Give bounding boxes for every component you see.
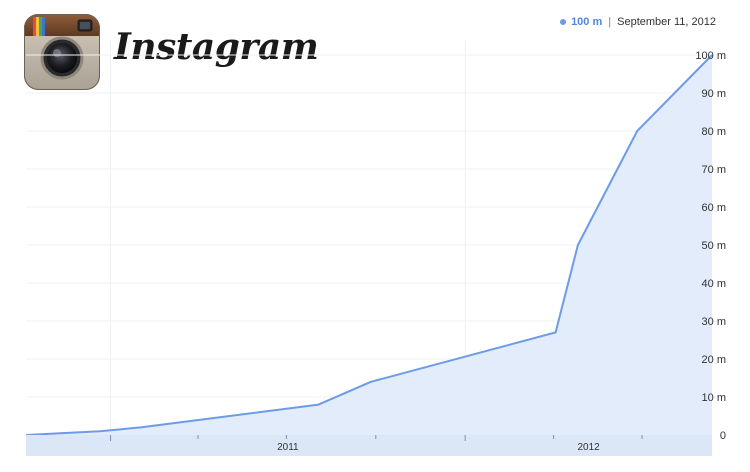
series-line	[25, 54, 713, 436]
y-axis-ticks: 0 10 m 20 m 30 m 40 m 50 m 60 m 70 m 80 m 90 m 100…	[695, 50, 726, 442]
y-tick-label: 0	[720, 430, 726, 442]
y-tick-label: 100 m	[695, 50, 726, 62]
instagram-wordmark: Instagram	[114, 26, 319, 68]
y-tick-label: 70 m	[702, 164, 726, 176]
y-tick-label: 30 m	[702, 316, 726, 328]
x-axis-band	[26, 435, 712, 456]
y-tick-label: 50 m	[702, 240, 726, 252]
area-fill	[26, 55, 712, 435]
readout-separator: |	[608, 16, 612, 28]
x-axis-ticks: 2011 2012	[110, 435, 643, 453]
readout-date: September 11, 2012	[617, 16, 716, 28]
y-tick-label: 20 m	[702, 354, 726, 366]
instagram-logo-icon	[24, 14, 100, 90]
x-tick-label: 2012	[577, 442, 600, 453]
y-tick-label: 10 m	[702, 392, 726, 404]
value-readout: 100 m | September 11, 2012	[560, 16, 716, 28]
x-tick-label: 2011	[277, 442, 299, 453]
y-tick-label: 60 m	[702, 202, 726, 214]
y-tick-label: 40 m	[702, 278, 726, 290]
y-tick-label: 80 m	[702, 126, 726, 138]
series-marker-icon	[560, 19, 567, 25]
readout-value: 100 m	[571, 16, 603, 28]
y-tick-label: 90 m	[702, 88, 726, 100]
